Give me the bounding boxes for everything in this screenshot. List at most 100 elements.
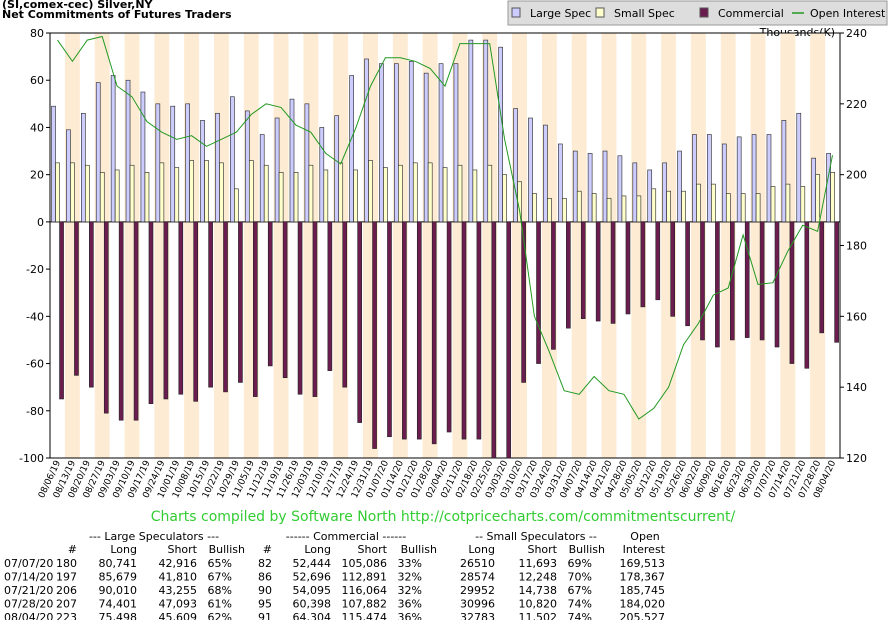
bar — [692, 134, 697, 223]
bar — [349, 75, 354, 223]
bar — [766, 134, 772, 223]
table-cell: 82 — [258, 557, 272, 570]
bar — [740, 193, 746, 223]
bar — [815, 174, 821, 223]
y2-tick-label: 240 — [846, 27, 867, 40]
table-cell: 43,255 — [159, 584, 198, 597]
legend-label: Commercial — [718, 7, 784, 20]
bar — [338, 162, 344, 223]
bar — [513, 108, 518, 223]
bar — [170, 105, 176, 223]
bar — [323, 169, 329, 223]
table-cell: 105,086 — [342, 557, 388, 570]
table-cell: 36% — [398, 611, 422, 620]
bar — [353, 169, 358, 223]
legend-swatch — [699, 7, 709, 18]
bar — [174, 167, 180, 223]
table-cell: 90 — [258, 584, 272, 597]
bar — [461, 221, 467, 440]
bar — [755, 193, 761, 223]
bar — [200, 120, 205, 223]
bar — [394, 63, 399, 223]
bar — [800, 186, 806, 223]
bar — [215, 112, 220, 223]
bar — [334, 115, 340, 223]
bar — [781, 120, 787, 223]
legend-label: Large Spec — [530, 7, 591, 20]
bar — [114, 169, 120, 223]
bar — [81, 112, 86, 223]
y-tick-label: -60 — [26, 358, 44, 371]
bar — [312, 221, 318, 397]
bar — [155, 103, 161, 223]
footer: Charts compiled by Software North http:/… — [151, 509, 736, 525]
bar — [144, 172, 150, 223]
bar — [721, 143, 727, 223]
bar — [423, 72, 429, 223]
bar — [655, 221, 661, 301]
bar — [562, 197, 567, 223]
table-cell: 64,304 — [293, 611, 332, 620]
bar — [59, 221, 64, 400]
bar — [178, 221, 184, 395]
bar — [267, 221, 273, 367]
bar — [707, 134, 712, 223]
table-cell: 185,745 — [620, 584, 666, 597]
table-cell: 169,513 — [620, 557, 666, 570]
table-cell: 42,916 — [159, 557, 198, 570]
bar — [796, 112, 802, 223]
table-cell: 86 — [258, 571, 272, 584]
bar — [606, 197, 612, 223]
line — [57, 35, 833, 420]
bar — [431, 221, 437, 445]
bar — [617, 155, 623, 223]
y2-tick-label: 140 — [846, 381, 867, 394]
column-header: Interest — [623, 543, 666, 556]
bar — [572, 150, 578, 223]
bar — [725, 193, 731, 223]
table-cell: 07/07/20 — [4, 557, 53, 570]
bar — [259, 134, 265, 223]
y2-tick-label: 180 — [846, 240, 867, 253]
bar — [468, 39, 474, 223]
bar — [70, 162, 75, 223]
bar — [398, 164, 403, 223]
bar — [193, 221, 199, 402]
table-cell: 29952 — [460, 584, 495, 597]
y-tick-label: -100 — [19, 452, 44, 465]
bar — [408, 61, 414, 223]
table-cell: 07/28/20 — [4, 598, 53, 611]
bar — [715, 221, 720, 348]
bar — [223, 221, 228, 393]
bar — [736, 136, 742, 223]
bar — [55, 162, 60, 223]
bar — [118, 221, 124, 421]
bar — [163, 221, 169, 400]
bar — [602, 150, 608, 223]
table-cell: 10,820 — [519, 598, 558, 611]
bar — [185, 103, 190, 223]
bar — [566, 221, 571, 329]
bar — [148, 221, 154, 404]
y2-tick-label: 120 — [846, 452, 867, 465]
table-cell: 07/21/20 — [4, 584, 53, 597]
legend-label: Open Interest — [810, 7, 886, 20]
bar — [289, 98, 295, 223]
bar — [729, 221, 735, 341]
bar — [532, 193, 537, 223]
bar — [625, 221, 631, 315]
bar — [293, 172, 299, 223]
table-cell: 116,064 — [342, 584, 388, 597]
table-cell: 52,696 — [293, 571, 332, 584]
table-cell: 11,502 — [519, 611, 558, 620]
band — [810, 33, 826, 458]
bar — [547, 197, 552, 223]
y-tick-label: 60 — [30, 74, 44, 87]
bar — [308, 164, 314, 223]
y-tick-label: -80 — [26, 405, 44, 418]
bar — [543, 124, 548, 223]
table-cell: 112,891 — [342, 571, 388, 584]
table-cell: 197 — [56, 571, 77, 584]
band — [571, 33, 587, 458]
column-header: # — [263, 543, 272, 556]
